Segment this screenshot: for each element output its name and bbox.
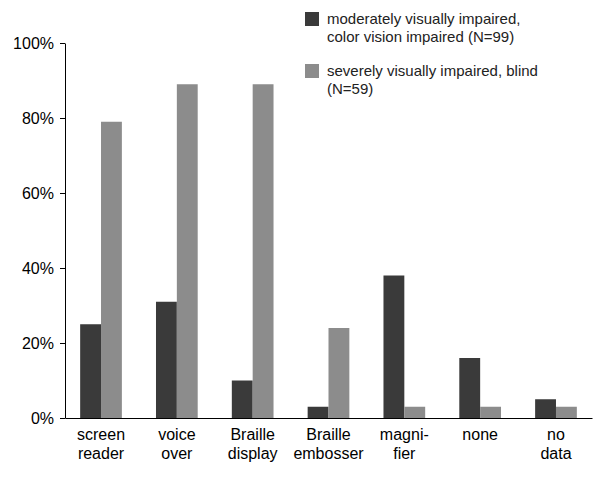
- bar: [253, 84, 274, 418]
- bar: [308, 407, 329, 418]
- legend-label-line: (N=59): [327, 80, 373, 97]
- tick: none: [462, 426, 498, 443]
- tick: 0%: [31, 410, 65, 427]
- x-axis: screenreadervoiceoverBrailledisplayBrail…: [66, 419, 593, 463]
- tick: screen reader: [77, 426, 125, 462]
- tick-label: none: [462, 426, 498, 443]
- legend-item: severely visually impaired, blind(N=59): [305, 62, 538, 97]
- tick-mark: [60, 418, 65, 419]
- tick: no data: [540, 426, 571, 462]
- tick-label-line: fier: [393, 445, 416, 462]
- bar: [404, 407, 425, 418]
- tick: Braille embosser: [293, 426, 364, 462]
- tick: 20%: [22, 335, 65, 352]
- plot: 0% 20% 40% 60% 80% 100% screen reader voice over B…: [13, 35, 592, 462]
- legend-label: severely visually impaired, blind(N=59): [327, 62, 538, 97]
- bar-series: [80, 276, 556, 419]
- bars: [80, 84, 577, 418]
- tick-label-line: embosser: [293, 445, 364, 462]
- tick-label-line: none: [462, 426, 498, 443]
- bar: [556, 407, 577, 418]
- axis-line: [66, 418, 593, 419]
- legend: moderately visually impaired,color visio…: [305, 10, 538, 97]
- tick-label: 0%: [31, 410, 54, 427]
- bar: [80, 324, 101, 418]
- tick: 60%: [22, 185, 65, 202]
- tick-mark: [60, 118, 65, 119]
- legend-item: moderately visually impaired,color visio…: [305, 10, 520, 45]
- tick-label-line: Braille: [230, 426, 275, 443]
- tick: voice over: [158, 426, 195, 462]
- tick-label: no data: [540, 426, 571, 462]
- bar: [480, 407, 501, 418]
- bar: [232, 381, 253, 419]
- tick-label-line: Braille: [306, 426, 351, 443]
- tick-label-line: display: [228, 445, 278, 462]
- legend-label-line: severely visually impaired, blind: [327, 62, 538, 79]
- tick-label-line: screen: [77, 426, 125, 443]
- tick-label: Braille embosser: [293, 426, 364, 462]
- tick-mark: [60, 343, 65, 344]
- tick-mark: [60, 43, 65, 44]
- tick: 40%: [22, 260, 65, 277]
- legend-swatch: [305, 64, 319, 78]
- tick-mark: [60, 193, 65, 194]
- tick-label: 100%: [13, 35, 54, 52]
- tick-label: 20%: [22, 335, 54, 352]
- tick: magni-fier: [380, 426, 429, 462]
- tick: 80%: [22, 110, 65, 127]
- tick-label-line: over: [161, 445, 193, 462]
- y-axis: 0% 20% 40% 60% 80% 100%: [13, 35, 65, 427]
- tick-label: 60%: [22, 185, 54, 202]
- tick-label: 80%: [22, 110, 54, 127]
- tick-label: magni-fier: [380, 426, 429, 462]
- axis-line: [65, 44, 66, 419]
- bar: [177, 84, 198, 418]
- legend-label-line: color vision impaired (N=99): [327, 28, 514, 45]
- tick-label: screen reader: [77, 426, 125, 462]
- tick-label: voice over: [158, 426, 195, 462]
- tick-label: Braille display: [228, 426, 278, 462]
- tick-label-line: no: [547, 426, 565, 443]
- tick: Braille display: [228, 426, 278, 462]
- bar: [459, 358, 480, 418]
- legend-label: moderately visually impaired,color visio…: [327, 10, 520, 45]
- bar: [101, 122, 122, 418]
- legend-swatch: [305, 12, 319, 26]
- bar: [383, 276, 404, 419]
- chart: 0% 20% 40% 60% 80% 100% screen reader voice over B…: [0, 0, 600, 485]
- tick-label-line: data: [540, 445, 571, 462]
- bar: [156, 302, 177, 418]
- legend-label-line: moderately visually impaired,: [327, 10, 520, 27]
- bar: [329, 328, 350, 418]
- tick-label: 40%: [22, 260, 54, 277]
- bar-series: [101, 84, 577, 418]
- bar: [535, 399, 556, 418]
- tick: 100%: [13, 35, 65, 52]
- tick-label-line: reader: [78, 445, 125, 462]
- tick-label-line: voice: [158, 426, 195, 443]
- tick-label-line: magni-: [380, 426, 429, 443]
- tick-mark: [60, 268, 65, 269]
